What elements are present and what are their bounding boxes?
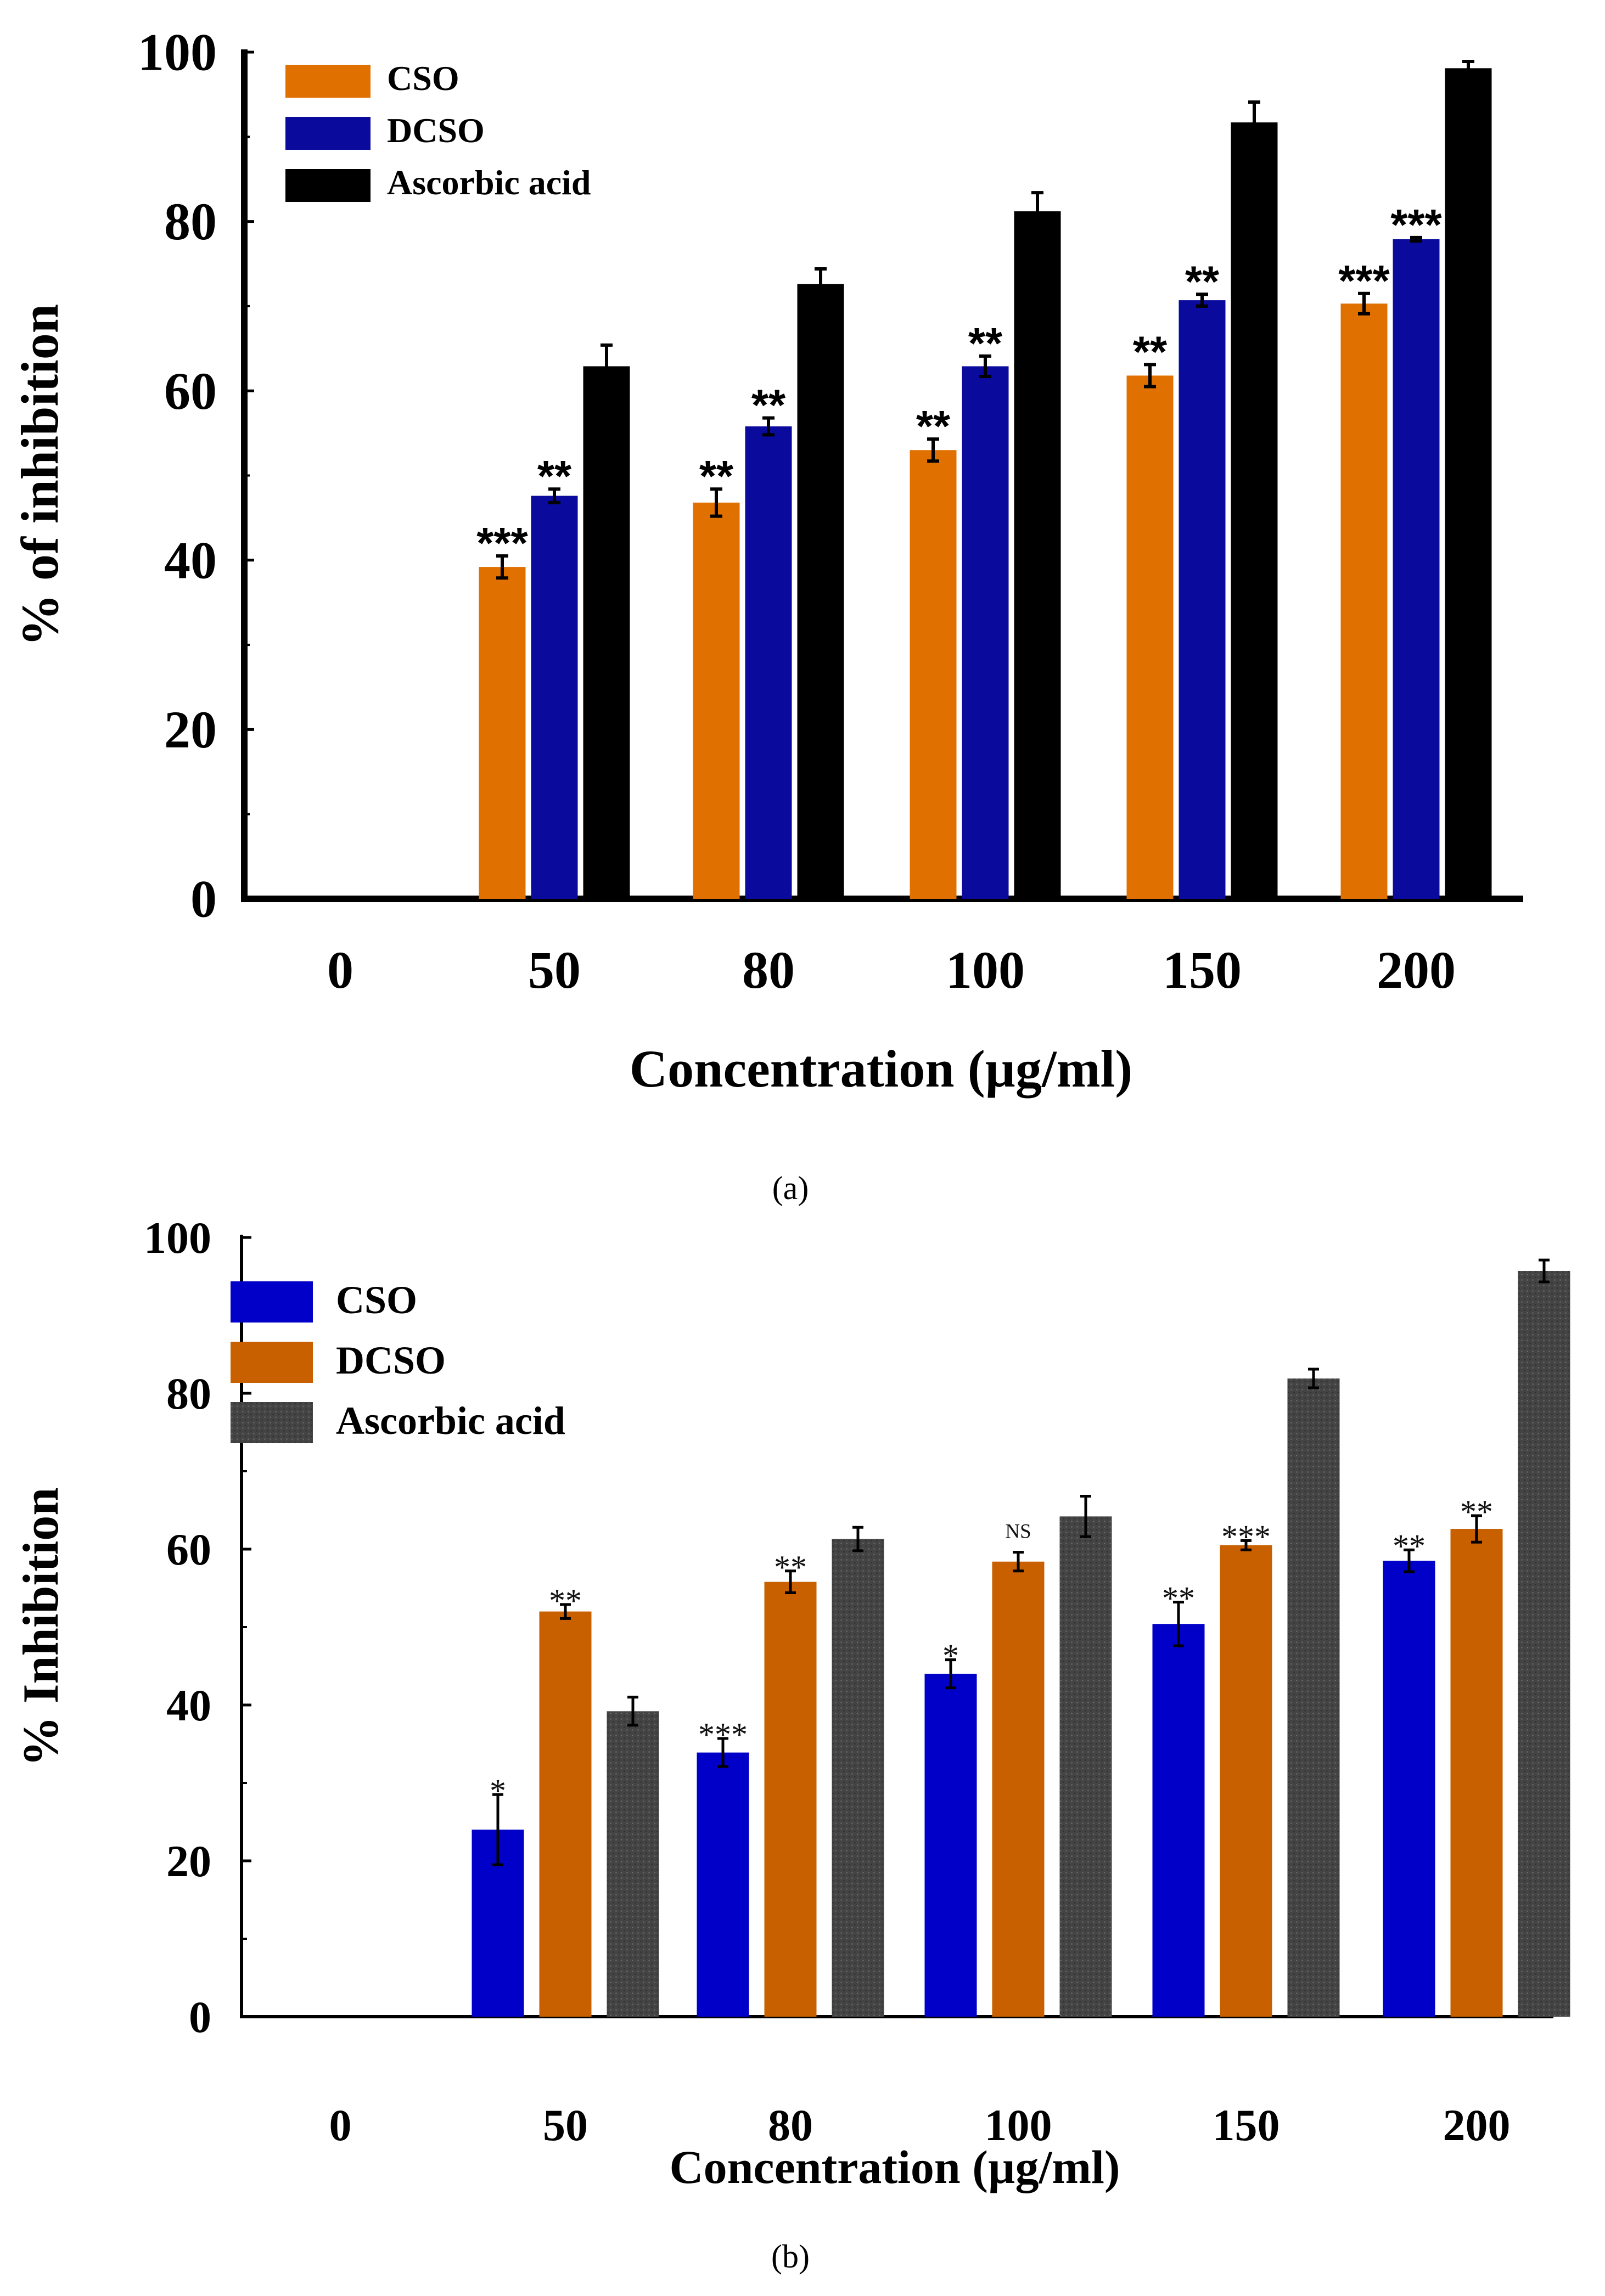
- bar-cso: [1340, 303, 1388, 899]
- significance-marker: **: [1460, 1494, 1493, 1530]
- legend-swatch: [231, 1281, 313, 1323]
- y-tick-label: 60: [164, 362, 217, 420]
- significance-marker: **: [968, 319, 1003, 368]
- legend-label: CSO: [387, 59, 459, 98]
- bar-cso: [1126, 375, 1174, 899]
- significance-marker: **: [916, 402, 951, 451]
- bar-cso: [924, 1674, 977, 2017]
- x-tick-label: 200: [1443, 2100, 1511, 2150]
- y-tick-label: 60: [166, 1524, 211, 1574]
- significance-marker: ***: [1390, 200, 1442, 249]
- legend-swatch: [285, 117, 371, 150]
- significance-marker: NS: [1005, 1521, 1031, 1543]
- bar-cso: [697, 1752, 749, 2017]
- legend-swatch: [231, 1402, 313, 1443]
- bar-ascorbic-acid: [1014, 211, 1061, 899]
- bar-dcso: [1179, 300, 1226, 899]
- significance-marker: **: [699, 452, 734, 500]
- bar-ascorbic-acid: [1518, 1271, 1570, 2017]
- y-tick-label: 0: [190, 870, 217, 928]
- y-tick-label: 40: [164, 531, 217, 589]
- significance-marker: **: [1185, 257, 1220, 306]
- significance-marker: ***: [476, 519, 528, 567]
- bar-cso: [479, 567, 526, 899]
- panel-caption: (a): [772, 1170, 809, 1206]
- legend-label: Ascorbic acid: [387, 163, 591, 202]
- bar-dcso: [764, 1582, 817, 2017]
- bar-dcso: [992, 1561, 1045, 2017]
- significance-marker: **: [1162, 1580, 1195, 1617]
- x-tick-label: 0: [327, 941, 353, 999]
- y-tick-label: 100: [138, 23, 217, 82]
- x-axis-title: Concentration (µg/ml): [630, 1039, 1133, 1098]
- x-tick-label: 80: [742, 941, 795, 999]
- legend-swatch: [285, 65, 371, 98]
- y-tick-label: 100: [144, 1213, 211, 1263]
- bar-cso: [1383, 1561, 1435, 2017]
- legend-label: CSO: [336, 1278, 417, 1322]
- x-axis-title: Concentration (µg/ml): [669, 2141, 1120, 2193]
- x-tick-label: 50: [543, 2100, 588, 2150]
- y-tick-label: 40: [166, 1680, 211, 1730]
- bar-cso: [1152, 1624, 1205, 2017]
- legend-label: DCSO: [387, 111, 485, 150]
- bar-cso: [910, 450, 957, 899]
- significance-marker: ***: [698, 1717, 748, 1753]
- significance-marker: *: [490, 1772, 506, 1809]
- x-tick-label: 100: [985, 2100, 1052, 2150]
- bar-dcso: [1393, 239, 1440, 899]
- significance-marker: *: [942, 1638, 959, 1674]
- panel-caption: (b): [771, 2238, 810, 2275]
- significance-marker: **: [537, 452, 572, 500]
- y-tick-label: 20: [164, 700, 217, 759]
- bar-ascorbic-acid: [607, 1711, 659, 2017]
- significance-marker: **: [774, 1549, 807, 1585]
- y-axis-title: % of inhibition: [10, 304, 69, 646]
- y-tick-label: 80: [166, 1369, 211, 1419]
- significance-marker: **: [1133, 327, 1168, 376]
- bar-ascorbic-acid: [1445, 68, 1492, 899]
- x-tick-label: 200: [1377, 941, 1456, 999]
- bar-dcso: [745, 426, 792, 899]
- bar-cso: [693, 502, 740, 899]
- bar-ascorbic-acid: [1287, 1378, 1340, 2017]
- bar-dcso: [1220, 1545, 1272, 2017]
- x-tick-label: 100: [946, 941, 1025, 999]
- x-tick-label: 0: [329, 2100, 352, 2150]
- bar-ascorbic-acid: [832, 1539, 884, 2017]
- x-tick-label: 150: [1213, 2100, 1280, 2150]
- bar-ascorbic-acid: [1231, 122, 1278, 899]
- significance-marker: **: [549, 1583, 582, 1619]
- x-tick-label: 50: [528, 941, 581, 999]
- legend-swatch: [285, 169, 371, 202]
- significance-marker: **: [751, 381, 786, 430]
- legend-label: DCSO: [336, 1338, 446, 1382]
- x-tick-label: 80: [768, 2100, 813, 2150]
- x-tick-label: 150: [1163, 941, 1242, 999]
- significance-marker: **: [1393, 1528, 1426, 1564]
- significance-marker: ***: [1338, 256, 1390, 305]
- significance-marker: ***: [1221, 1518, 1271, 1555]
- bar-dcso: [1450, 1529, 1503, 2017]
- bar-ascorbic-acid: [797, 284, 844, 899]
- y-tick-label: 20: [166, 1836, 211, 1886]
- bar-ascorbic-acid: [583, 366, 630, 899]
- bar-ascorbic-acid: [1059, 1516, 1112, 2017]
- bar-dcso: [539, 1611, 592, 2017]
- y-tick-label: 0: [189, 1992, 211, 2042]
- y-tick-label: 80: [164, 192, 217, 251]
- legend-label: Ascorbic acid: [336, 1399, 565, 1443]
- y-axis-title: % Inhibition: [13, 1488, 69, 1767]
- legend-swatch: [231, 1342, 313, 1383]
- bar-dcso: [962, 366, 1009, 899]
- bar-dcso: [531, 496, 578, 899]
